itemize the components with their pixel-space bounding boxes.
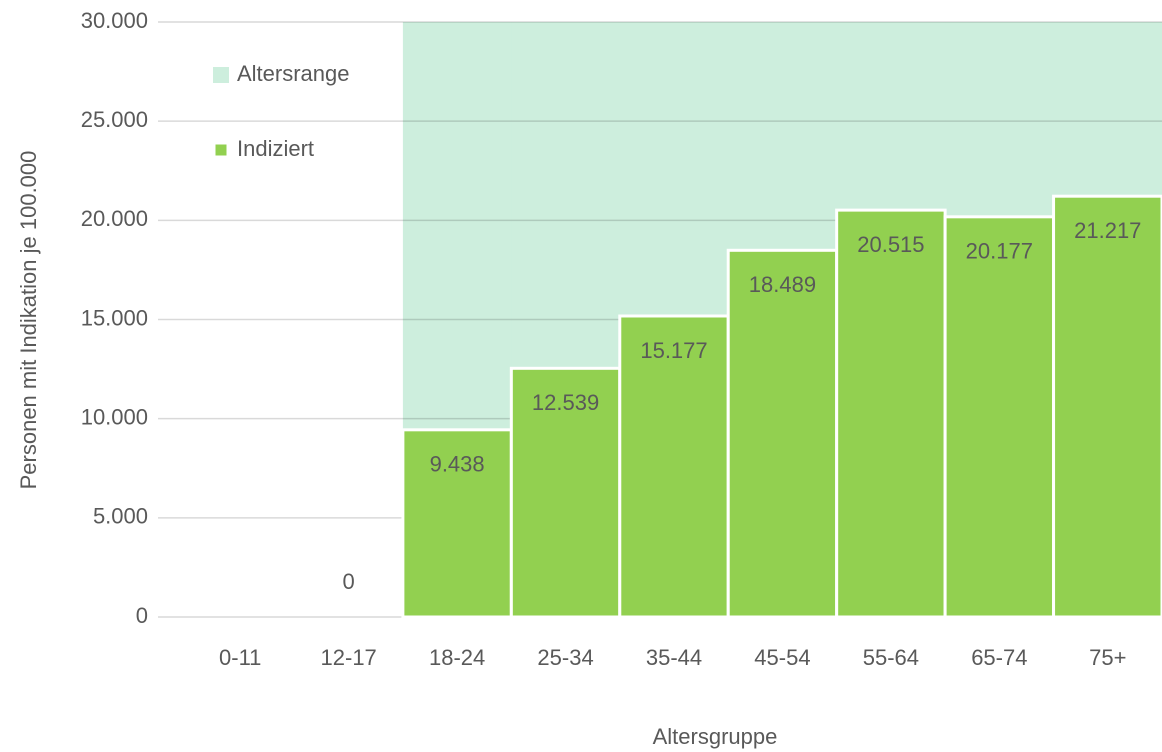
y-tick-label: 30.000 <box>81 8 148 33</box>
data-label: 18.489 <box>749 272 816 297</box>
x-tick-label: 25-34 <box>537 645 593 670</box>
bar <box>943 215 1056 619</box>
data-label: 21.217 <box>1074 218 1141 243</box>
bar <box>726 248 839 619</box>
data-label: 12.539 <box>532 390 599 415</box>
y-tick-label: 0 <box>136 603 148 628</box>
x-tick-label: 75+ <box>1089 645 1126 670</box>
bar <box>509 366 622 619</box>
y-tick-label: 25.000 <box>81 107 148 132</box>
y-tick-label: 20.000 <box>81 206 148 231</box>
y-axis-title: Personen mit Indikation je 100.000 <box>16 151 41 490</box>
data-label: 0 <box>343 569 355 594</box>
data-label: 9.438 <box>430 452 485 477</box>
x-tick-label: 12-17 <box>321 645 377 670</box>
x-tick-label: 45-54 <box>754 645 810 670</box>
bar <box>618 314 730 619</box>
x-tick-label: 55-64 <box>863 645 919 670</box>
x-tick-label: 65-74 <box>971 645 1027 670</box>
legend-label: Indiziert <box>237 136 314 161</box>
x-tick-label: 0-11 <box>219 645 261 670</box>
bar <box>1052 194 1162 619</box>
y-tick-label: 5.000 <box>93 504 148 529</box>
y-tick-label: 15.000 <box>81 305 148 330</box>
y-tick-label: 10.000 <box>81 404 148 429</box>
data-label: 20.515 <box>857 232 924 257</box>
x-tick-label: 18-24 <box>429 645 485 670</box>
data-label: 20.177 <box>966 239 1033 264</box>
x-axis-title: Altersgruppe <box>653 724 778 749</box>
bar <box>401 428 513 619</box>
bar <box>835 208 947 619</box>
x-tick-label: 35-44 <box>646 645 702 670</box>
legend-label: Altersrange <box>237 61 350 86</box>
legend-swatch <box>215 144 227 156</box>
legend-swatch <box>213 67 229 83</box>
data-label: 15.177 <box>640 338 707 363</box>
